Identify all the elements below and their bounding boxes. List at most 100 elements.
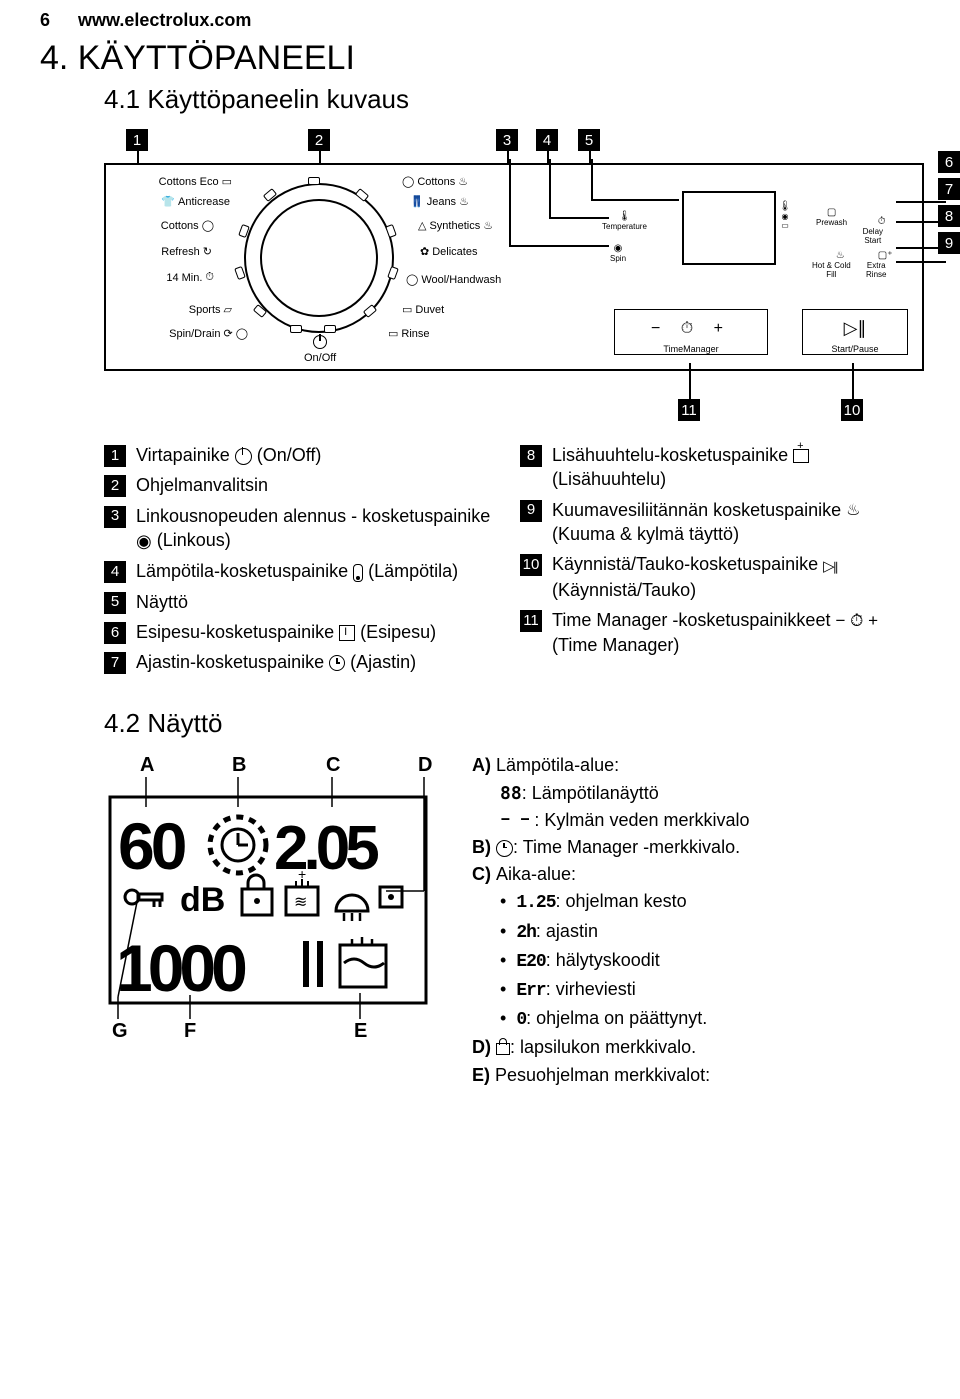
timemanager-box: − ⏱ + TimeManager bbox=[614, 309, 768, 355]
svg-text:1000: 1000 bbox=[116, 931, 245, 1005]
svg-text:D: D bbox=[418, 754, 432, 776]
svg-text:60: 60 bbox=[118, 809, 185, 883]
legend-text: Ohjelmanvalitsin bbox=[136, 473, 508, 497]
svg-text:2.05: 2.05 bbox=[274, 814, 378, 883]
legend-item-2: 2 Ohjelmanvalitsin bbox=[104, 473, 508, 497]
legend-text: Linkousnopeuden alennus - kosketuspainik… bbox=[136, 504, 508, 554]
header-url: www.electrolux.com bbox=[78, 10, 251, 31]
legend-item-7: 7Ajastin-kosketuspainike (Ajastin) bbox=[104, 650, 508, 674]
legend-text: Esipesu-kosketuspainike (Esipesu) bbox=[136, 620, 508, 644]
callout-2: 2 bbox=[308, 129, 330, 151]
svg-text:E: E bbox=[354, 1020, 367, 1042]
callout-legend: 1Virtapainike (On/Off) 2 Ohjelmanvalitsin 3… bbox=[104, 443, 924, 680]
svg-text:≋: ≋ bbox=[294, 894, 307, 911]
program-dial-inner-icon bbox=[260, 199, 378, 317]
svg-text:A: A bbox=[140, 754, 154, 776]
legend-num: 8 bbox=[520, 445, 542, 467]
subsection-42-title: 4.2 Näyttö bbox=[104, 708, 920, 739]
callout-11: 11 bbox=[678, 399, 700, 421]
time-manager-icon: − ⏱ + bbox=[835, 611, 878, 630]
power-icon bbox=[235, 448, 252, 465]
legend-item-8: 8 Lisähuuhtelu-kosketuspainike (Lisähuuht… bbox=[520, 443, 924, 492]
subsection-title: 4.1 Käyttöpaneelin kuvaus bbox=[104, 84, 920, 115]
timemanager-label: TimeManager bbox=[615, 344, 767, 355]
display-section: A B C D 60 2.05 bbox=[104, 753, 924, 1089]
legend-text: Time Manager -kosketuspainikkeet − ⏱ + (… bbox=[552, 608, 924, 657]
legend-num: 1 bbox=[104, 445, 126, 467]
prog-cottons-eco: Cottons Eco▭ bbox=[110, 175, 232, 188]
legend-text: Näyttö bbox=[136, 590, 508, 614]
prog-jeans: 👖Jeans♨ bbox=[410, 195, 469, 208]
callout-1: 1 bbox=[126, 129, 148, 151]
callout-10: 10 bbox=[841, 399, 863, 421]
legend-item-4: 4 Lämpötila-kosketuspainike (Lämpötila) bbox=[104, 559, 508, 583]
prog-wool: ◯Wool/Handwash bbox=[406, 273, 501, 286]
svg-text:+: + bbox=[298, 866, 306, 882]
page-number: 6 bbox=[40, 10, 50, 31]
startpause-icon: ▷∥ bbox=[803, 318, 907, 339]
legend-num: 6 bbox=[104, 622, 126, 644]
display-legend: A) Lämpötila-alue: 88: Lämpötilanäyttö –… bbox=[472, 753, 924, 1089]
lock-icon bbox=[496, 1043, 510, 1055]
legend-num: 5 bbox=[104, 592, 126, 614]
callout-9: 9 bbox=[938, 232, 960, 254]
legend-text: Lisähuuhtelu-kosketuspainike (Lisähuuhte… bbox=[552, 443, 924, 492]
lbl-extrarinse: ▢⁺Extra Rinse bbox=[860, 241, 893, 288]
callout-5: 5 bbox=[578, 129, 600, 151]
legend-num: 11 bbox=[520, 610, 542, 632]
lbl-hotcold: ♨Hot & Cold Fill bbox=[812, 241, 851, 288]
callout-8: 8 bbox=[938, 205, 960, 227]
prewash-icon bbox=[339, 625, 355, 641]
svg-text:C: C bbox=[326, 754, 340, 776]
legend-num: 9 bbox=[520, 500, 542, 522]
panel-outline: Cottons Eco▭ 👕Anticrease Cottons◯ Refres… bbox=[104, 163, 924, 371]
svg-text:B: B bbox=[232, 754, 246, 776]
disp-side-icons: 🌡◉▭ bbox=[778, 201, 792, 230]
lbl-prewash: ▢Prewash bbox=[816, 207, 847, 227]
legend-num: 3 bbox=[104, 506, 126, 528]
legend-item-1: 1Virtapainike (On/Off) bbox=[104, 443, 508, 467]
prog-14min: 14 Min.⏱ bbox=[110, 271, 214, 284]
legend-num: 2 bbox=[104, 475, 126, 497]
prog-cottons: Cottons◯ bbox=[110, 219, 214, 232]
right-callouts-group: 6 7 8 9 bbox=[938, 151, 960, 254]
prog-anticrease: 👕Anticrease bbox=[110, 195, 230, 208]
tm-mark-icon bbox=[496, 840, 513, 857]
prog-duvet: ▭Duvet bbox=[402, 303, 444, 316]
prog-rinse: ▭Rinse bbox=[388, 327, 430, 340]
legend-num: 7 bbox=[104, 652, 126, 674]
legend-item-5: 5 Näyttö bbox=[104, 590, 508, 614]
prog-synthetics: △Synthetics♨ bbox=[418, 219, 493, 232]
callout-7: 7 bbox=[938, 178, 960, 200]
legend-num: 4 bbox=[104, 561, 126, 583]
startpause-box: ▷∥ Start/Pause bbox=[802, 309, 908, 355]
legend-num: 10 bbox=[520, 554, 542, 576]
svg-text:G: G bbox=[112, 1020, 128, 1042]
display-figure: A B C D 60 2.05 bbox=[104, 753, 444, 1089]
legend-item-3: 3 Linkousnopeuden alennus - kosketuspaini… bbox=[104, 504, 508, 554]
prog-cottons-r: ◯Cottons♨ bbox=[402, 175, 468, 188]
svg-text:dB: dB bbox=[180, 881, 225, 919]
start-pause-icon bbox=[823, 553, 839, 577]
legend-item-11: 11 Time Manager -kosketuspainikkeet − ⏱ +… bbox=[520, 608, 924, 657]
prog-sports: Sports▱ bbox=[110, 303, 232, 316]
callout-4: 4 bbox=[536, 129, 558, 151]
callout-3: 3 bbox=[496, 129, 518, 151]
display-box-icon bbox=[682, 191, 776, 265]
timemanager-icons: − ⏱ + bbox=[615, 320, 767, 338]
svg-text:F: F bbox=[184, 1020, 196, 1042]
prog-spindrain: Spin/Drain⟳◯ bbox=[110, 327, 248, 340]
extra-rinse-icon bbox=[793, 449, 809, 463]
legend-item-9: 9 Kuumavesiliitännän kosketuspainike ♨ (K… bbox=[520, 498, 924, 547]
thermometer-icon bbox=[353, 564, 363, 582]
legend-text: Kuumavesiliitännän kosketuspainike ♨ (Ku… bbox=[552, 498, 924, 547]
onoff-label: On/Off bbox=[304, 335, 336, 364]
lbl-spin: ◉Spin bbox=[610, 243, 626, 263]
startpause-label: Start/Pause bbox=[803, 344, 907, 355]
clock-icon bbox=[329, 655, 345, 671]
section-title: 4. KÄYTTÖPANEELI bbox=[40, 39, 920, 78]
legend-item-6: 6 Esipesu-kosketuspainike (Esipesu) bbox=[104, 620, 508, 644]
spiral-icon: ◉ bbox=[136, 529, 152, 553]
prog-refresh: Refresh↻ bbox=[110, 245, 212, 258]
legend-text: Lämpötila-kosketuspainike (Lämpötila) bbox=[136, 559, 508, 583]
